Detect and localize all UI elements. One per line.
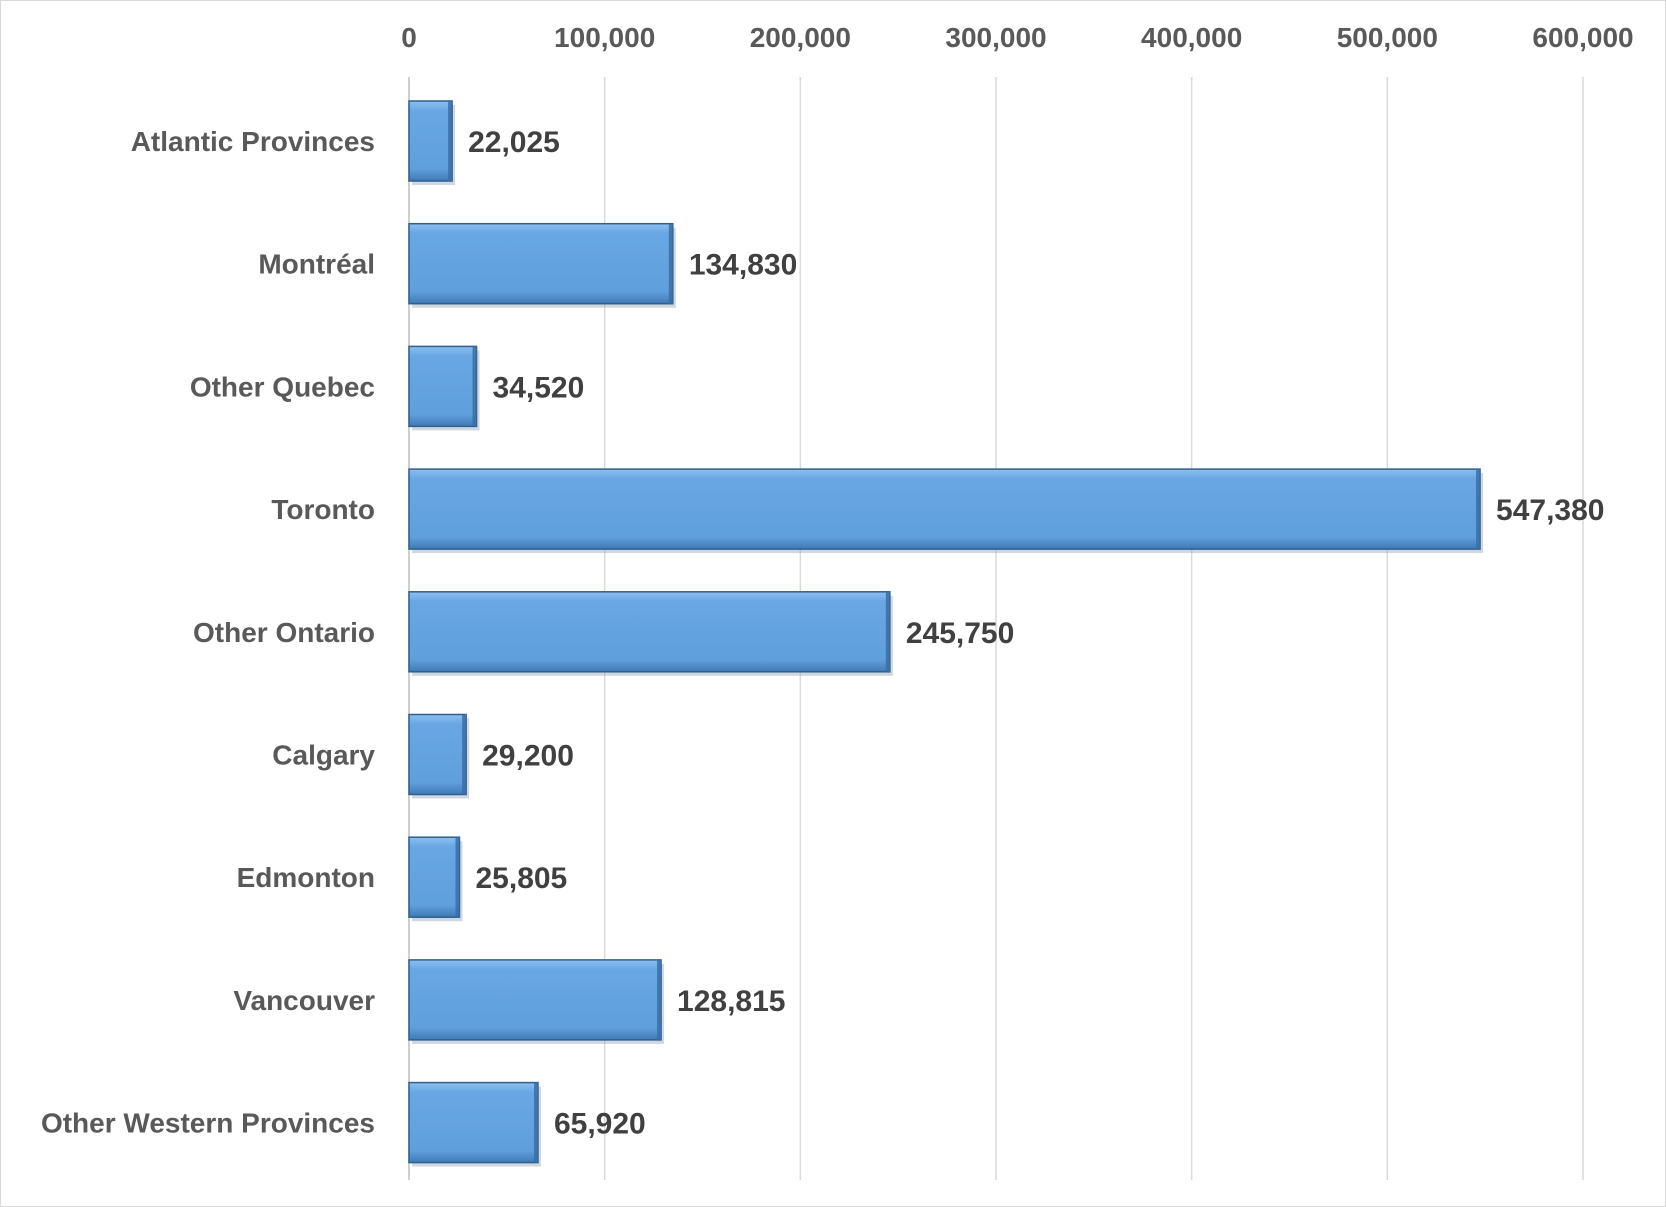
bar-bevel (668, 223, 673, 304)
bar-group (408, 345, 480, 431)
labels: 0 100,000 200,000 300,000 400,000 500,000 600,… (41, 22, 1634, 1141)
bar-bevel (472, 346, 477, 427)
x-tick-label: 600,000 (1532, 22, 1633, 53)
bar-group (408, 100, 456, 185)
bar-bevel (448, 101, 453, 181)
category-label: Other Quebec (190, 371, 375, 402)
bar (408, 591, 891, 673)
data-label: 34,520 (493, 371, 585, 404)
bar-group (408, 713, 470, 799)
bar-bevel (657, 959, 662, 1040)
data-label: 245,750 (906, 617, 1014, 650)
bar-bevel (1476, 469, 1481, 550)
bar (408, 959, 662, 1041)
bar (408, 222, 674, 305)
bar (408, 468, 1481, 550)
bar-group (408, 959, 665, 1044)
bar-group (408, 1081, 541, 1167)
category-label: Other Ontario (193, 617, 375, 648)
category-label: Calgary (272, 740, 375, 771)
bar (408, 836, 461, 918)
category-label: Montréal (258, 249, 375, 280)
bar-bevel (885, 591, 890, 672)
data-label: 65,920 (554, 1108, 646, 1141)
category-label: Edmonton (237, 862, 375, 893)
bar-group (408, 222, 676, 308)
category-label: Other Western Provinces (41, 1108, 375, 1139)
bar-group (408, 591, 893, 676)
bar-group (408, 468, 1484, 554)
x-tick-label: 100,000 (554, 22, 655, 53)
bar (408, 100, 453, 182)
bar-bevel (533, 1082, 538, 1163)
bar-group (408, 836, 463, 922)
x-tick-label: 200,000 (750, 22, 851, 53)
bar-bevel (455, 837, 460, 918)
data-label: 22,025 (468, 126, 560, 159)
bar (408, 713, 467, 796)
bar-bevel (462, 714, 467, 795)
data-label: 25,805 (475, 862, 567, 895)
x-tick-label: 0 (401, 22, 417, 53)
bars (408, 100, 1484, 1167)
data-label: 134,830 (689, 249, 797, 282)
category-label: Toronto (271, 494, 375, 525)
category-label: Atlantic Provinces (131, 126, 375, 157)
bar (408, 1081, 539, 1164)
category-label: Vancouver (233, 985, 375, 1016)
x-tick-label: 400,000 (1141, 22, 1242, 53)
data-label: 128,815 (677, 985, 785, 1018)
bar (408, 345, 478, 428)
data-label: 29,200 (482, 740, 574, 773)
x-tick-label: 300,000 (945, 22, 1046, 53)
data-label: 547,380 (1496, 494, 1604, 527)
x-tick-label: 500,000 (1337, 22, 1438, 53)
